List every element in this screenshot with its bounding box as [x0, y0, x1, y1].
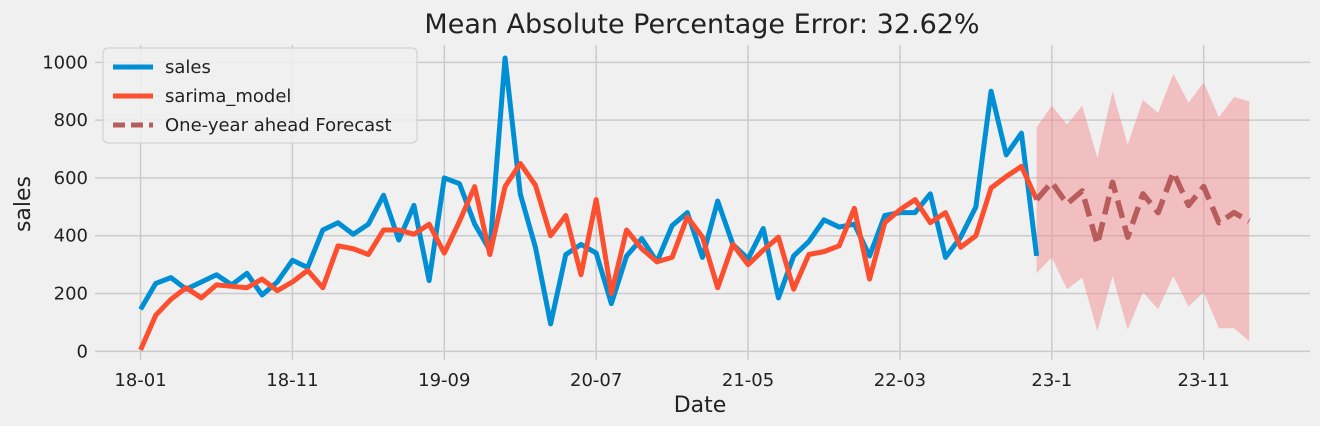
- x-tick-labels: 18-01 18-11 19-09 20-07 21-05 22-03 23-1 23-11: [114, 370, 1229, 391]
- y-axis-label: sales: [11, 176, 36, 232]
- legend-label: sales: [165, 57, 211, 78]
- series-lines: [138, 55, 1251, 351]
- y-tick-label: 0: [77, 341, 88, 362]
- x-tick-label: 18-11: [266, 370, 318, 391]
- x-tick-label: 23-11: [1178, 370, 1230, 391]
- y-tick-label: 400: [54, 226, 88, 247]
- legend-box: [102, 47, 418, 144]
- x-tick-label: 21-05: [722, 370, 774, 391]
- y-tick-label: 800: [54, 110, 88, 131]
- x-tick-label: 18-01: [114, 370, 166, 391]
- x-tick-label: 20-07: [570, 370, 622, 391]
- y-tick-label: 200: [54, 284, 88, 305]
- forecast-confidence-band: [1036, 73, 1250, 342]
- chart-title: Mean Absolute Percentage Error: 32.62%: [424, 9, 979, 40]
- legend-label: sarima_model: [165, 86, 291, 107]
- legend-label: One-year ahead Forecast: [165, 115, 392, 136]
- legend: sales sarima_model One-year ahead Forecast: [102, 47, 418, 144]
- x-tick-label: 22-03: [874, 370, 926, 391]
- series-line-one-year-ahead-forecast: [1034, 169, 1251, 248]
- y-tick-labels: 0 200 400 600 800 1000: [42, 52, 88, 362]
- y-tick-label: 600: [54, 168, 88, 189]
- x-tick-label: 19-09: [418, 370, 470, 391]
- x-tick-label: 23-1: [1031, 370, 1072, 391]
- confidence-band-area: [1036, 73, 1250, 342]
- x-axis-label: Date: [674, 393, 727, 418]
- series-line-sarima-model: [138, 160, 1039, 351]
- y-tick-label: 1000: [42, 52, 88, 73]
